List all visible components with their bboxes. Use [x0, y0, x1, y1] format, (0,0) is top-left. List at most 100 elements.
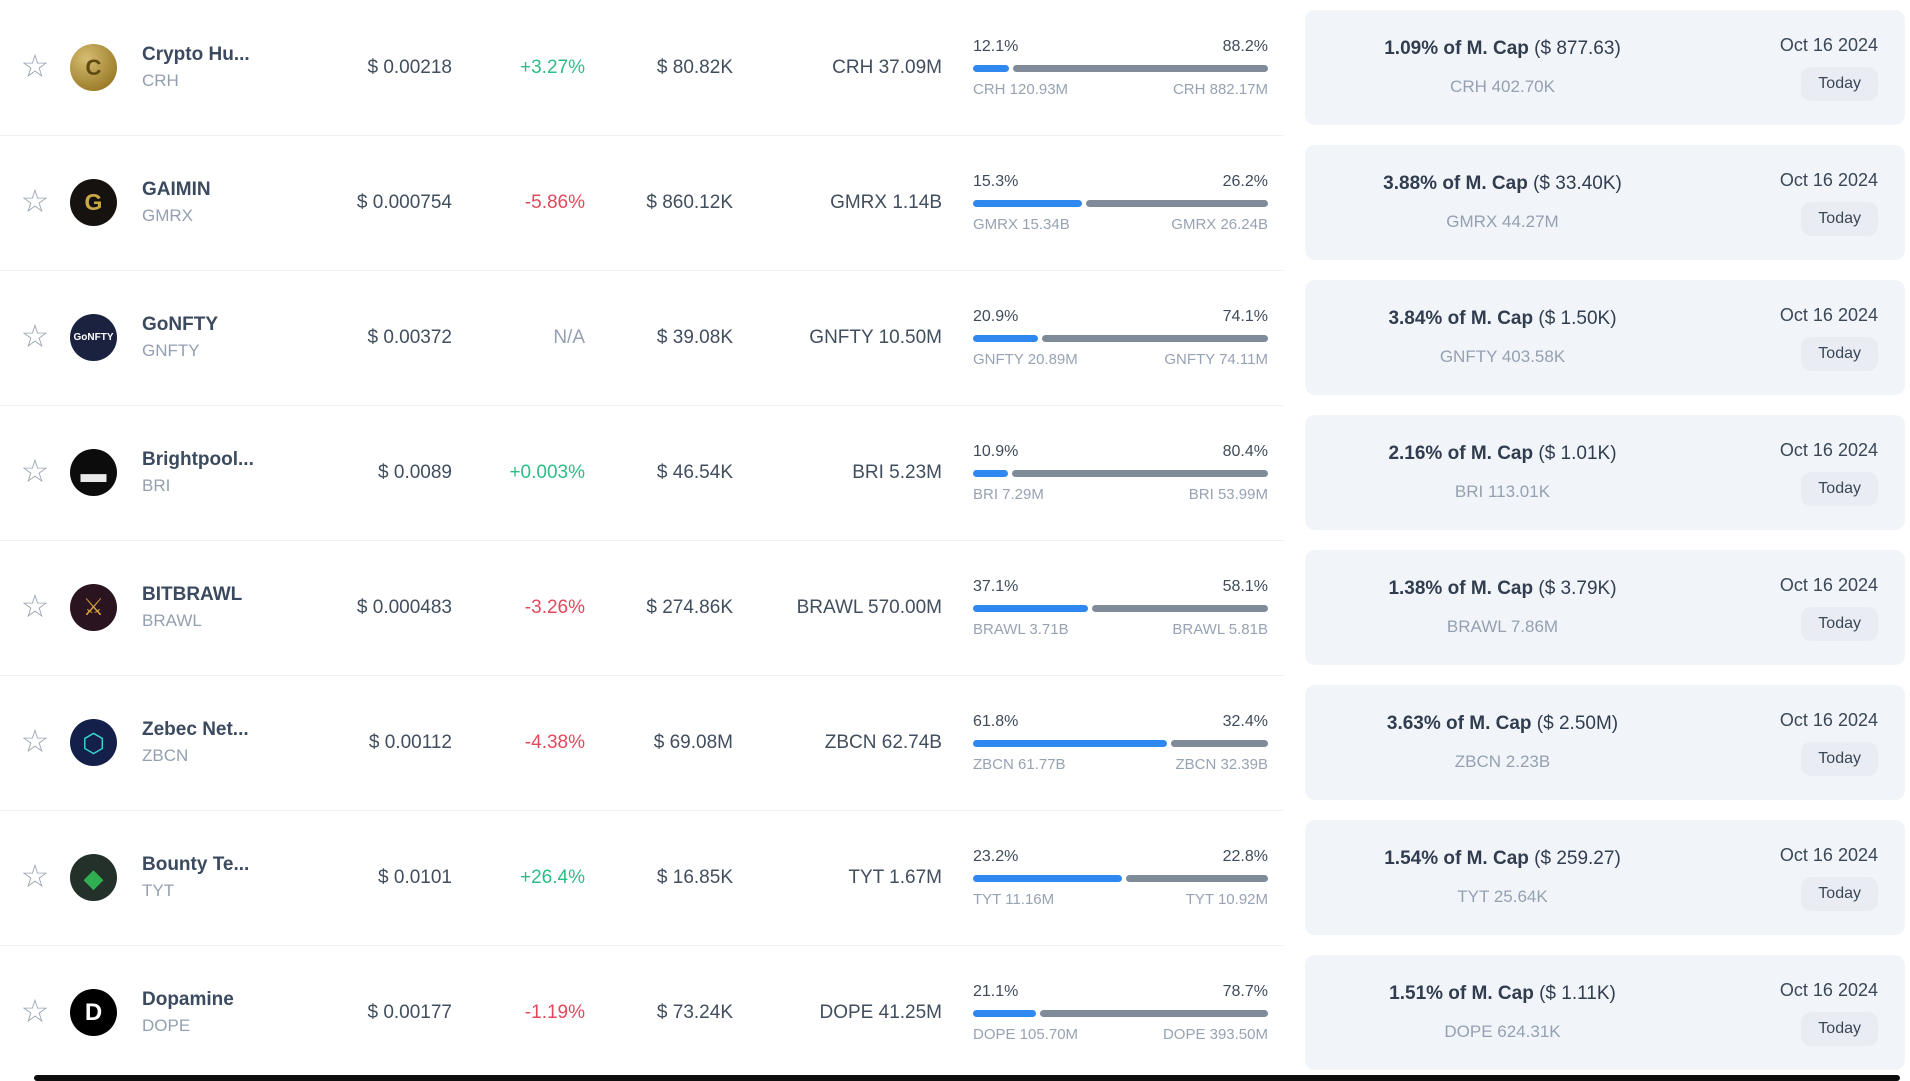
row-divider [0, 810, 1283, 811]
table-row[interactable]: ☆ G GAIMIN GMRX $ 0.000754 -5.86% $ 860.… [0, 135, 1910, 270]
favorite-star-icon[interactable]: ☆ [20, 317, 50, 354]
unlock-bar-track [1085, 199, 1268, 207]
row-divider [0, 945, 1283, 946]
today-badge: Today [1801, 471, 1878, 506]
token-symbol: BRI [142, 476, 171, 495]
unlock-progress-bar [973, 199, 1268, 207]
unlock-bar-track [1170, 739, 1268, 747]
today-badge: Today [1801, 201, 1878, 236]
token-name[interactable]: GoNFTY [142, 314, 218, 335]
favorite-star-icon[interactable]: ☆ [20, 857, 50, 894]
token-price: $ 0.00112 [368, 731, 452, 753]
token-symbol: TYT [142, 881, 175, 900]
unlock-progress: 15.3% 26.2% GMRX 15.34B GMRX 26.24B [973, 173, 1268, 233]
unlock-bar-fill [973, 469, 1009, 477]
locked-amount-label: GMRX 26.24B [1171, 215, 1268, 233]
token-name[interactable]: Zebec Net... [142, 719, 249, 740]
token-logo-icon: ▬ [70, 449, 117, 496]
table-row[interactable]: ☆ ▬ Brightpool... BRI $ 0.0089 +0.003% $… [0, 405, 1910, 540]
unlock-progress: 23.2% 22.8% TYT 11.16M TYT 10.92M [973, 848, 1268, 908]
locked-amount-label: DOPE 393.50M [1162, 1025, 1268, 1043]
favorite-star-icon[interactable]: ☆ [20, 722, 50, 759]
table-row[interactable]: ☆ D Dopamine DOPE $ 0.00177 -1.19% $ 73.… [0, 945, 1910, 1080]
locked-percent-label: 78.7% [1222, 982, 1268, 1000]
locked-amount-label: TYT 10.92M [1185, 890, 1268, 908]
unlock-bar-fill [973, 874, 1122, 882]
token-price: $ 0.000483 [356, 596, 452, 618]
unlock-date: Oct 16 2024 [1779, 304, 1878, 325]
token-logo-icon: ⬡ [70, 719, 117, 766]
locked-amount-label: GNFTY 74.11M [1164, 350, 1268, 368]
token-name[interactable]: GAIMIN [142, 179, 211, 200]
table-row[interactable]: ☆ ⬡ Zebec Net... ZBCN $ 0.00112 -4.38% $… [0, 675, 1910, 810]
locked-percent-label: 58.1% [1222, 577, 1268, 595]
unlock-bar-track [1039, 1009, 1268, 1017]
table-row[interactable]: ☆ GoNFTY GoNFTY GNFTY $ 0.00372 N/A $ 39… [0, 270, 1910, 405]
mcap-token-amount: BRAWL 7.86M [1446, 617, 1559, 636]
token-logo-icon: D [70, 989, 117, 1036]
unlocked-amount-label: DOPE 105.70M [973, 1025, 1079, 1043]
token-symbol: CRH [142, 71, 179, 90]
favorite-star-icon[interactable]: ☆ [20, 587, 50, 624]
unlock-bar-track [1012, 469, 1268, 477]
unlock-value-usd: $ 73.24K [656, 1001, 733, 1023]
mcap-panel: 3.63% of M. Cap ($ 2.50M) ZBCN 2.23B Oct… [1305, 685, 1905, 800]
token-logo-icon: GoNFTY [70, 314, 117, 361]
unlock-bar-fill [973, 1009, 1036, 1017]
change-percent: N/A [553, 326, 585, 348]
token-name[interactable]: Brightpool... [142, 449, 254, 470]
unlock-progress-bar [973, 1009, 1268, 1017]
unlocked-amount-label: ZBCN 61.77B [973, 755, 1066, 773]
unlock-date: Oct 16 2024 [1779, 574, 1878, 595]
token-symbol: ZBCN [142, 746, 189, 765]
locked-percent-label: 80.4% [1222, 442, 1268, 460]
mcap-panel: 2.16% of M. Cap ($ 1.01K) BRI 113.01K Oc… [1305, 415, 1905, 530]
unlocked-percent-label: 23.2% [973, 847, 1019, 865]
change-percent: -3.26% [524, 596, 585, 618]
unlock-progress-bar [973, 469, 1268, 477]
unlock-date: Oct 16 2024 [1779, 709, 1878, 730]
unlocked-amount-label: GNFTY 20.89M [973, 350, 1078, 368]
locked-percent-label: 26.2% [1222, 172, 1268, 190]
locked-amount-label: ZBCN 32.39B [1175, 755, 1268, 773]
token-symbol: GNFTY [142, 341, 200, 360]
token-price: $ 0.0101 [378, 866, 452, 888]
favorite-star-icon[interactable]: ☆ [20, 452, 50, 489]
token-name[interactable]: BITBRAWL [142, 584, 243, 605]
favorite-star-icon[interactable]: ☆ [20, 182, 50, 219]
locked-percent-label: 32.4% [1222, 712, 1268, 730]
unlock-value-usd: $ 860.12K [646, 191, 733, 213]
mcap-token-amount: ZBCN 2.23B [1454, 752, 1551, 771]
unlock-value-usd: $ 274.86K [646, 596, 733, 618]
favorite-star-icon[interactable]: ☆ [20, 992, 50, 1029]
unlock-progress: 21.1% 78.7% DOPE 105.70M DOPE 393.50M [973, 983, 1268, 1043]
unlock-bar-fill [973, 739, 1167, 747]
unlocked-amount-label: BRAWL 3.71B [973, 620, 1069, 638]
favorite-star-icon[interactable]: ☆ [20, 47, 50, 84]
table-row[interactable]: ☆ ◆ Bounty Te... TYT $ 0.0101 +26.4% $ 1… [0, 810, 1910, 945]
unlocked-percent-label: 21.1% [973, 982, 1019, 1000]
token-symbol: DOPE [142, 1016, 191, 1035]
token-price: $ 0.000754 [356, 191, 452, 213]
mcap-percent-line: 1.09% of M. Cap ($ 877.63) [1384, 38, 1621, 59]
unlock-amount: BRI 5.23M [852, 461, 942, 483]
locked-percent-label: 88.2% [1222, 37, 1268, 55]
token-symbol: GMRX [142, 206, 193, 225]
unlock-date: Oct 16 2024 [1779, 34, 1878, 55]
unlock-amount: DOPE 41.25M [819, 1001, 943, 1023]
token-name[interactable]: Dopamine [142, 989, 234, 1010]
unlock-progress: 12.1% 88.2% CRH 120.93M CRH 882.17M [973, 38, 1268, 98]
table-row[interactable]: ☆ ⚔ BITBRAWL BRAWL $ 0.000483 -3.26% $ 2… [0, 540, 1910, 675]
bottom-bar [34, 1075, 1900, 1081]
unlock-progress-bar [973, 64, 1268, 72]
table-row[interactable]: ☆ C Crypto Hu... CRH $ 0.00218 +3.27% $ … [0, 0, 1910, 135]
mcap-token-amount: GNFTY 403.58K [1439, 347, 1566, 366]
unlock-bar-track [1041, 334, 1268, 342]
mcap-percent-line: 3.88% of M. Cap ($ 33.40K) [1383, 173, 1622, 194]
locked-percent-label: 74.1% [1222, 307, 1268, 325]
unlocked-percent-label: 15.3% [973, 172, 1019, 190]
token-name[interactable]: Bounty Te... [142, 854, 250, 875]
token-name[interactable]: Crypto Hu... [142, 44, 250, 65]
today-badge: Today [1801, 741, 1878, 776]
unlock-bar-track [1012, 64, 1268, 72]
